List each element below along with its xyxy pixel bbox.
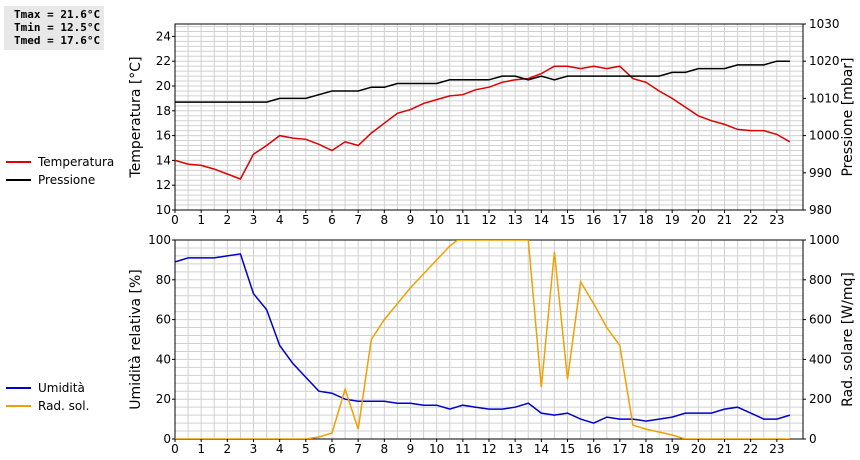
panel1-x-tick-label: 14	[534, 213, 549, 227]
panel2-x-tick-label: 5	[302, 442, 310, 456]
panel1-series-temperatura-line	[175, 65, 791, 180]
panel1-x-tick-label: 2	[224, 213, 232, 227]
panel1-x-tick-label: 21	[717, 213, 732, 227]
panel1-left-tick-label: 20	[156, 79, 171, 93]
tmax-label: Tmax = 21.6°C	[14, 8, 101, 21]
panel2-x-tick-label: 19	[665, 442, 680, 456]
panel1-left-axis-title: Temperatura [°C]	[128, 56, 144, 178]
panel2-right-tick-label: 600	[809, 313, 832, 327]
panel1-left-tick-label: 16	[156, 129, 171, 143]
panel2-x-tick-label: 23	[769, 442, 784, 456]
panel2-x-tick-label: 2	[224, 442, 232, 456]
panel1-legend-pressione-label: Pressione	[38, 173, 95, 187]
panel1-x-tick-label: 16	[586, 213, 601, 227]
panel1-x-tick-label: 20	[691, 213, 706, 227]
panel1-x-tick-label: 13	[508, 213, 523, 227]
panel2-x-tick-label: 17	[612, 442, 627, 456]
panel2-x-tick-label: 18	[638, 442, 653, 456]
panel2-left-tick-label: 20	[156, 392, 171, 406]
panel1-left-tick-label: 18	[156, 104, 171, 118]
panel1-left-tick-label: 10	[156, 203, 171, 217]
panel1-x-tick-label: 23	[769, 213, 784, 227]
panel1-series-pressione-line	[175, 60, 790, 103]
panel1-right-tick-label: 980	[809, 203, 832, 217]
panel1-x-tick-label: 11	[455, 213, 470, 227]
panel1-x-tick-label: 1	[197, 213, 205, 227]
panel2-right-tick-label: 1000	[809, 233, 840, 247]
panel2-x-tick-label: 8	[381, 442, 389, 456]
panel2-x-tick-label: 20	[691, 442, 706, 456]
panel1-x-tick-label: 7	[354, 213, 362, 227]
panel1-left-tick-label: 14	[156, 153, 171, 167]
panel1-x-tick-label: 19	[665, 213, 680, 227]
panel2-x-tick-label: 12	[481, 442, 496, 456]
panel1-x-tick-label: 12	[481, 213, 496, 227]
panel2-x-tick-label: 4	[276, 442, 284, 456]
panel2-legend-rad-sol-label: Rad. sol.	[38, 399, 89, 413]
panel2-x-tick-label: 0	[171, 442, 179, 456]
panel2-left-tick-label: 0	[163, 432, 171, 446]
panel2-right-axis-title: Rad. solare [W/mq]	[840, 272, 856, 407]
panel2-x-tick-label: 3	[250, 442, 258, 456]
panel1-x-tick-label: 10	[429, 213, 444, 227]
panel1-right-tick-label: 990	[809, 166, 832, 180]
panel2-x-tick-label: 16	[586, 442, 601, 456]
panel2-left-tick-label: 40	[156, 352, 171, 366]
panel1-x-tick-label: 18	[638, 213, 653, 227]
panel2-x-tick-label: 14	[534, 442, 549, 456]
panel2-x-tick-label: 6	[328, 442, 336, 456]
tmin-label: Tmin = 12.5°C	[14, 21, 101, 34]
panel2-series-rad-sol-line	[175, 240, 790, 439]
panel2-x-tick-label: 21	[717, 442, 732, 456]
panel2-left-axis-title: Umidità relativa [%]	[128, 269, 144, 410]
panel2-legend-umidit-label: Umidità	[38, 381, 85, 395]
panel1-x-tick-label: 17	[612, 213, 627, 227]
panel2-left-tick-label: 80	[156, 273, 171, 287]
tmed-label: Tmed = 17.6°C	[14, 34, 101, 47]
panel1-x-tick-label: 4	[276, 213, 284, 227]
panel1-x-tick-label: 22	[743, 213, 758, 227]
panel2-left-tick-label: 60	[156, 313, 171, 327]
panel2-x-tick-label: 11	[455, 442, 470, 456]
panel1-x-tick-label: 15	[560, 213, 575, 227]
panel2-x-tick-label: 15	[560, 442, 575, 456]
panel2-x-tick-label: 9	[407, 442, 415, 456]
panel1-x-tick-label: 8	[381, 213, 389, 227]
panel1-right-axis-title: Pressione [mbar]	[840, 57, 856, 176]
panel2-right-tick-label: 800	[809, 273, 832, 287]
panel2-right-tick-label: 0	[809, 432, 817, 446]
panel2-x-tick-label: 13	[508, 442, 523, 456]
panel1-right-tick-label: 1030	[809, 17, 840, 31]
panel1-x-tick-label: 5	[302, 213, 310, 227]
panel1-right-tick-label: 1010	[809, 91, 840, 105]
panel1-x-tick-label: 6	[328, 213, 336, 227]
panel1-right-tick-label: 1020	[809, 54, 840, 68]
panel1-left-tick-label: 12	[156, 178, 171, 192]
panel1-x-tick-label: 3	[250, 213, 258, 227]
panel1-legend-temperatura-label: Temperatura	[37, 155, 114, 169]
panel1-left-tick-label: 24	[156, 29, 171, 43]
panel2-x-tick-label: 1	[197, 442, 205, 456]
panel2-right-tick-label: 200	[809, 392, 832, 406]
panel1-x-tick-label: 9	[407, 213, 415, 227]
panel2-x-tick-label: 10	[429, 442, 444, 456]
panel2-x-tick-label: 7	[354, 442, 362, 456]
stats-box: Tmax = 21.6°C Tmin = 12.5°C Tmed = 17.6°…	[4, 6, 104, 50]
panel2-right-tick-label: 400	[809, 352, 832, 366]
panel1-right-tick-label: 1000	[809, 129, 840, 143]
panel1-x-tick-label: 0	[171, 213, 179, 227]
panel2-x-tick-label: 22	[743, 442, 758, 456]
panel2-series-umidit-line	[175, 253, 791, 424]
panel2-left-tick-label: 100	[148, 233, 171, 247]
panel1-left-tick-label: 22	[156, 54, 171, 68]
